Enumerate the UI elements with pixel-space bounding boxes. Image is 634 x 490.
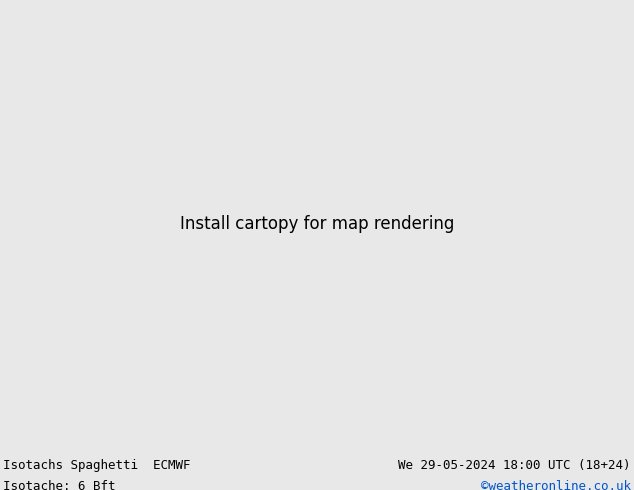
Text: Install cartopy for map rendering: Install cartopy for map rendering xyxy=(180,215,454,233)
Text: ©weatheronline.co.uk: ©weatheronline.co.uk xyxy=(481,480,631,490)
Text: Isotachs Spaghetti  ECMWF: Isotachs Spaghetti ECMWF xyxy=(3,459,191,472)
Text: Isotache: 6 Bft: Isotache: 6 Bft xyxy=(3,480,115,490)
Text: We 29-05-2024 18:00 UTC (18+24): We 29-05-2024 18:00 UTC (18+24) xyxy=(398,459,631,472)
